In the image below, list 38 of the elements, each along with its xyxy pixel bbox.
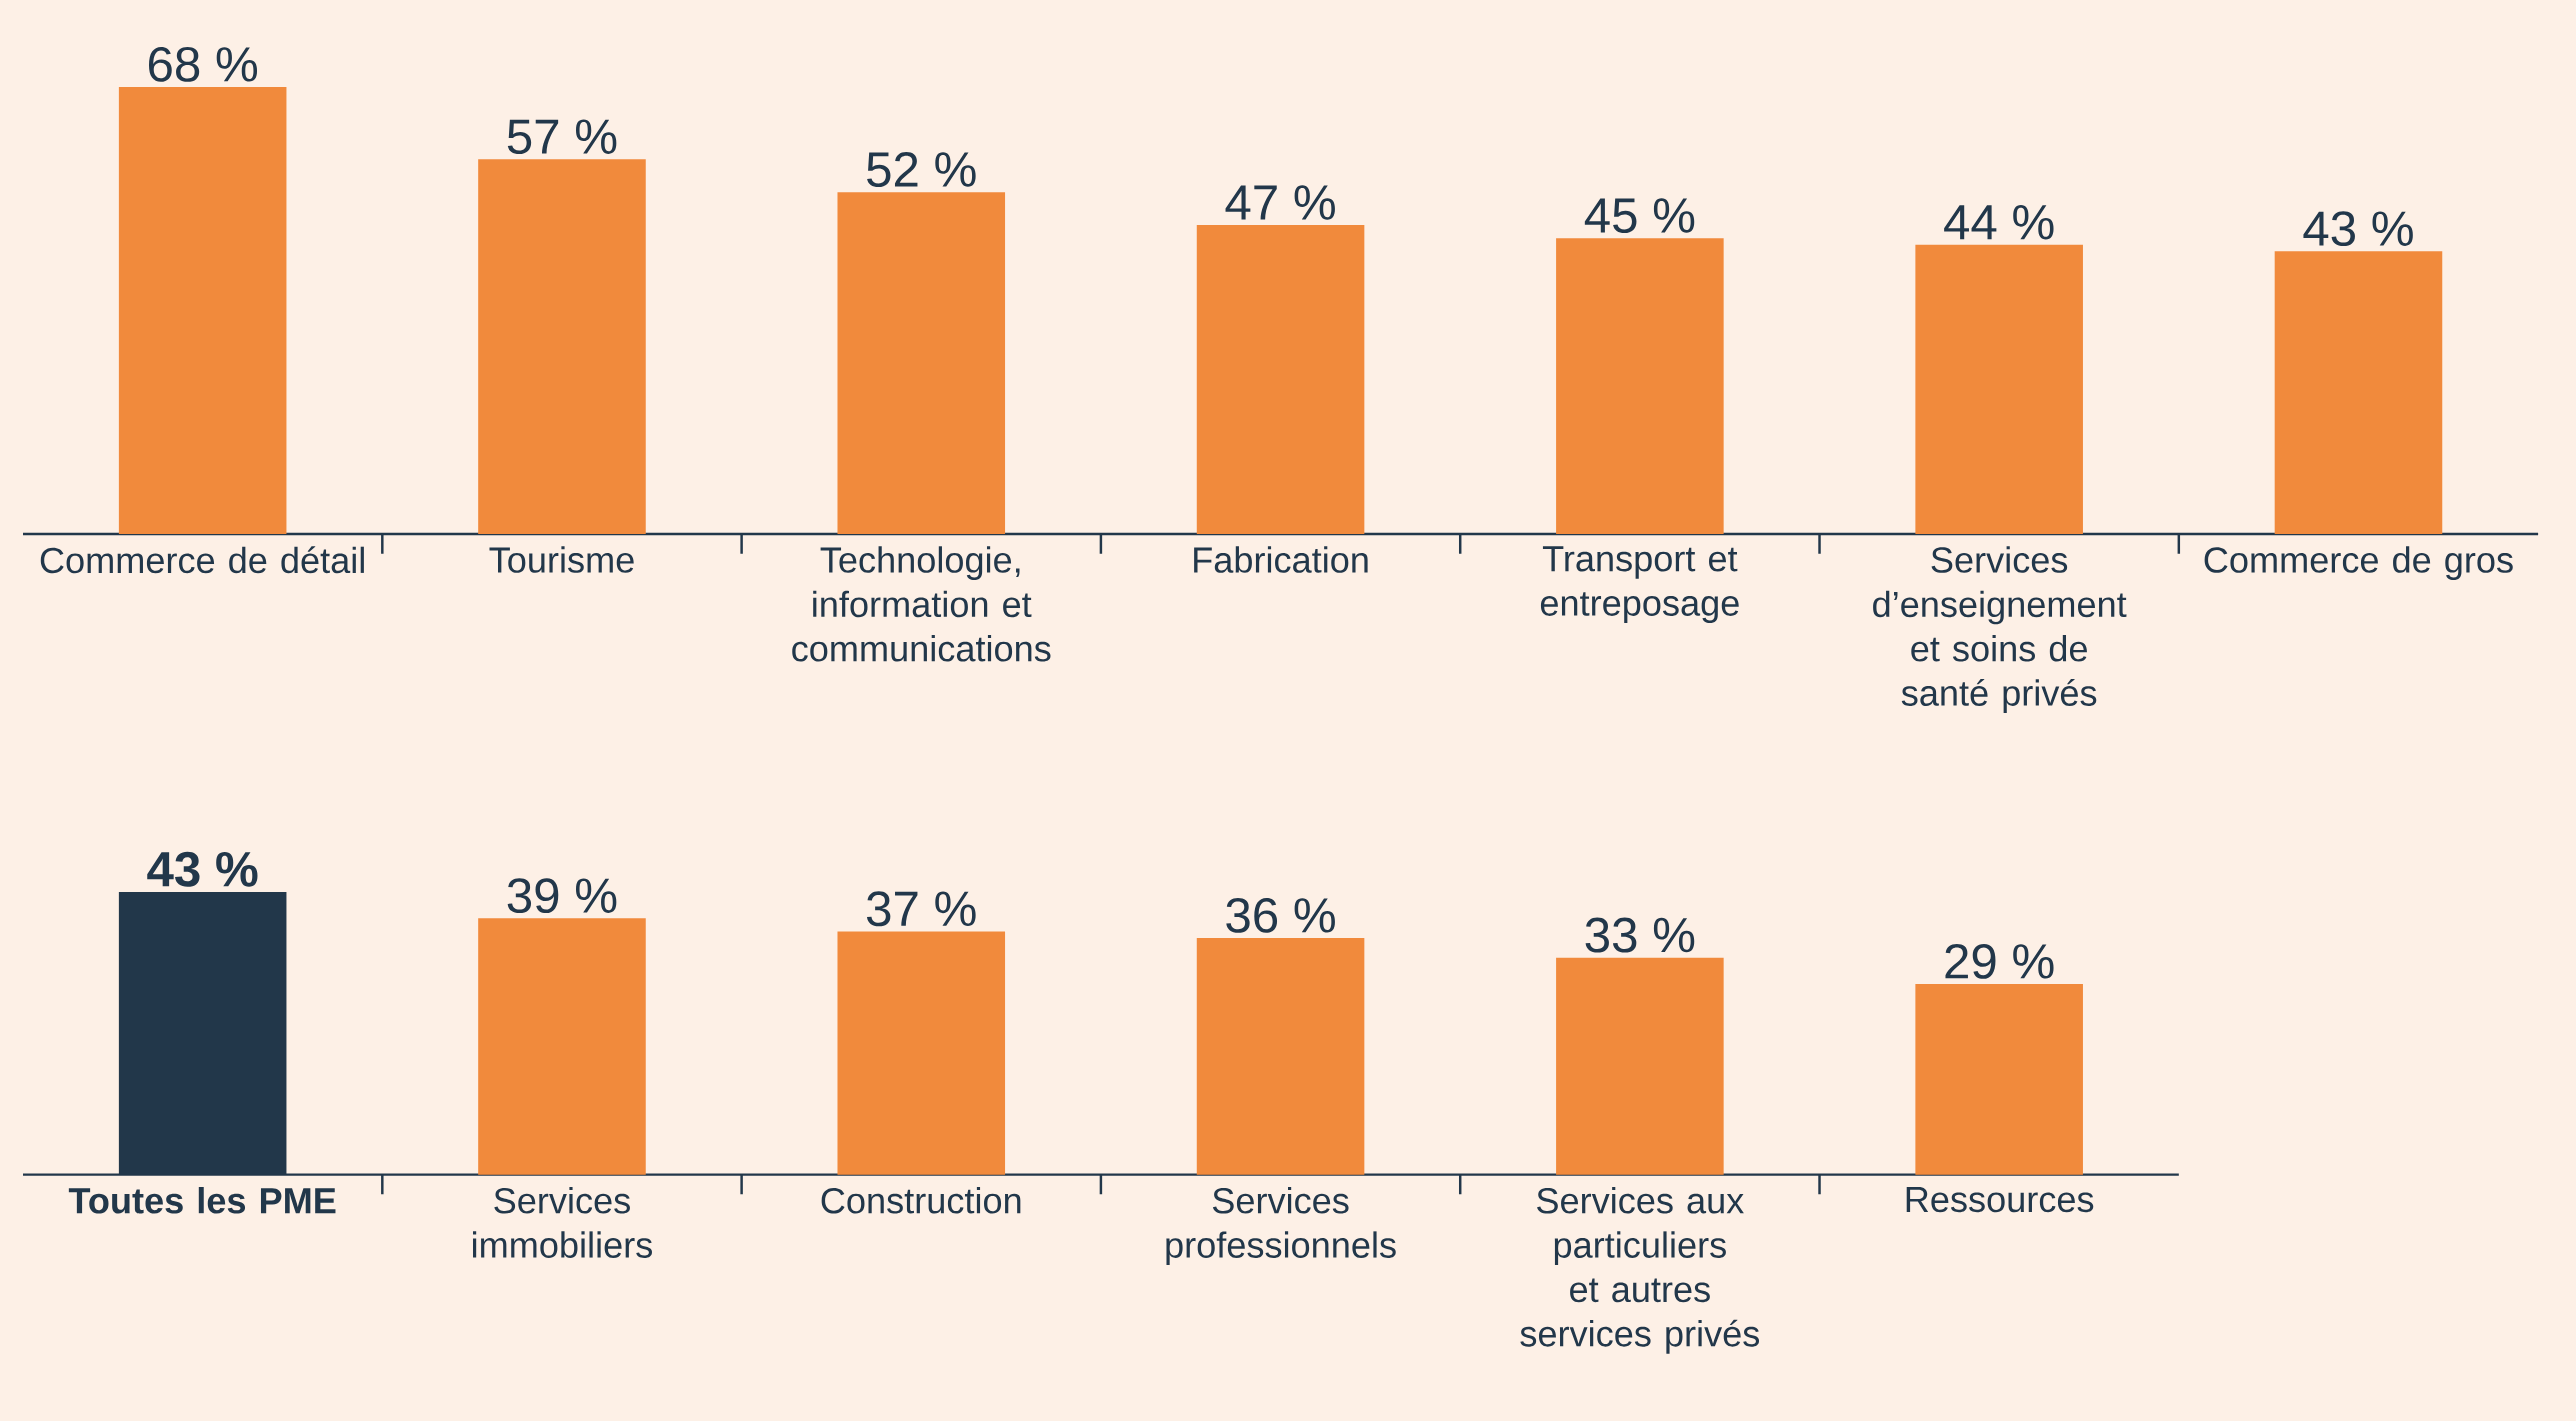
- x-tick-label: Ressources: [1906, 1186, 2094, 1213]
- bar: [1915, 984, 2083, 1175]
- data-label: 44 %: [1944, 205, 2054, 240]
- data-label: 39 %: [507, 878, 617, 914]
- data-label: 52 %: [867, 152, 976, 187]
- data-label: 33 %: [1585, 917, 1695, 953]
- x-tick-label: Services d’enseignement et soins de santé privés: [1873, 546, 2127, 714]
- x-tick-label: Commerce de détail: [40, 546, 364, 574]
- data-label: 43 %: [147, 851, 258, 887]
- bar: [2274, 251, 2443, 534]
- x-tick-label: Services immobiliers: [473, 1186, 652, 1258]
- bar: [1915, 244, 2083, 534]
- data-label: 29 %: [1945, 943, 2054, 979]
- bar: [1556, 238, 1724, 534]
- data-label: 45 %: [1584, 198, 1695, 233]
- x-tick-label: Toutes les PME: [68, 1186, 336, 1214]
- bar: [1556, 957, 1724, 1175]
- x-tick-label: Tourisme: [489, 546, 634, 573]
- x-tick-label: Transport et entreposage: [1540, 546, 1739, 623]
- x-tick-label: Technologie, information et communications: [792, 546, 1051, 662]
- data-label: 43 %: [2303, 211, 2413, 247]
- data-label: 47 %: [1225, 185, 1335, 220]
- bar: [1196, 938, 1365, 1175]
- bar: [837, 931, 1006, 1175]
- x-tick-label: Construction: [821, 1186, 1021, 1214]
- data-label: 68 %: [148, 46, 258, 82]
- x-tick-label: Fabrication: [1194, 546, 1368, 573]
- x-tick-label: Services aux particuliers et autres services privés: [1520, 1186, 1760, 1354]
- data-label: 37 %: [866, 891, 976, 927]
- data-label: 57 %: [507, 119, 617, 155]
- x-tick-label: Services professionnels: [1166, 1186, 1396, 1266]
- bar: [118, 87, 287, 534]
- bar: [1196, 225, 1365, 534]
- data-label: 36 %: [1226, 897, 1335, 933]
- bar: [478, 918, 646, 1175]
- bar: [837, 192, 1006, 534]
- x-tick-label: Commerce de gros: [2204, 546, 2513, 580]
- bar: [478, 159, 646, 534]
